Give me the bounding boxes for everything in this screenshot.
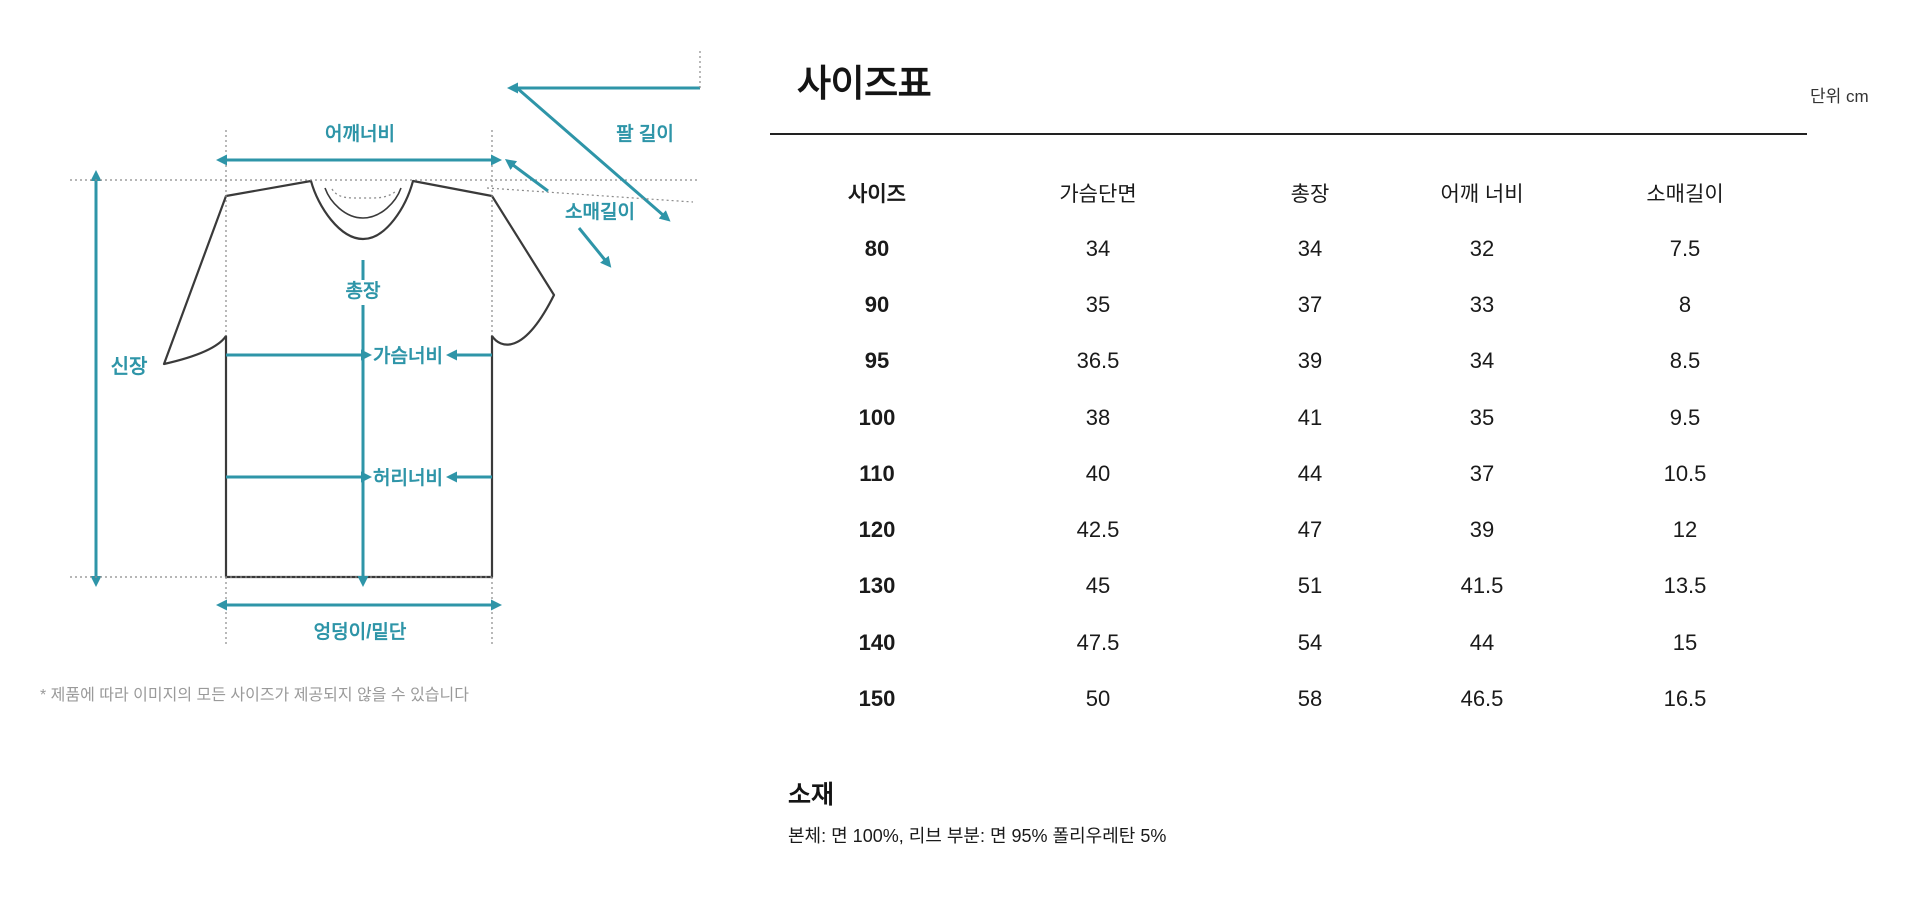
svg-text:* 제품에 따라 이미지의 모든 사이즈가 제공되지 않을: * 제품에 따라 이미지의 모든 사이즈가 제공되지 않을 수 있습니다 bbox=[40, 686, 469, 704]
svg-text:소매길이: 소매길이 bbox=[565, 201, 635, 223]
svg-text:팔 길이: 팔 길이 bbox=[616, 123, 674, 145]
svg-text:가슴너비: 가슴너비 bbox=[373, 345, 443, 367]
svg-text:총장: 총장 bbox=[346, 280, 381, 302]
svg-text:신장: 신장 bbox=[111, 355, 148, 378]
svg-text:어깨너비: 어깨너비 bbox=[325, 123, 395, 145]
svg-text:엉덩이/밑단: 엉덩이/밑단 bbox=[314, 621, 407, 643]
svg-text:허리너비: 허리너비 bbox=[373, 467, 443, 489]
